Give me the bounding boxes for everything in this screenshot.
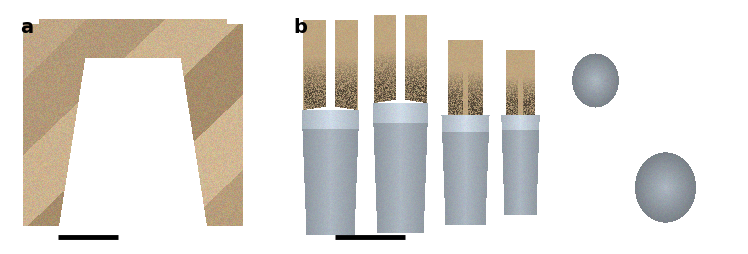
Text: b: b (293, 18, 307, 37)
Text: a: a (20, 18, 33, 37)
